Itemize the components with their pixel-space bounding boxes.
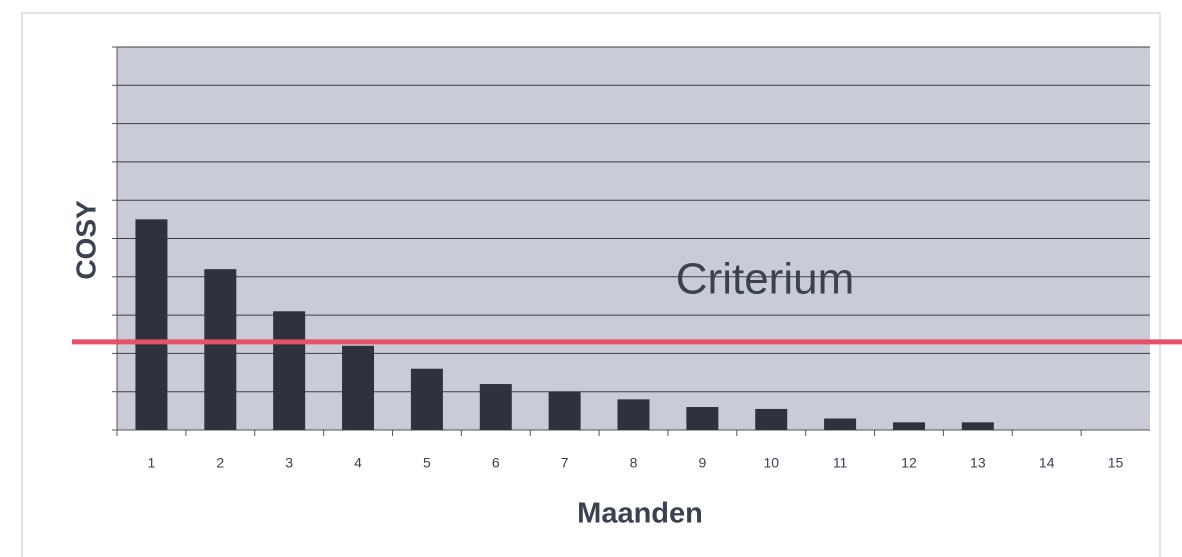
bar bbox=[342, 345, 375, 430]
x-tick-label: 13 bbox=[970, 455, 986, 471]
x-tick-label: 3 bbox=[285, 455, 293, 471]
bar bbox=[755, 408, 788, 430]
bar bbox=[824, 418, 857, 430]
bar bbox=[961, 422, 994, 430]
bar bbox=[135, 219, 168, 430]
x-tick-label: 6 bbox=[492, 455, 500, 471]
x-tick-label: 7 bbox=[561, 455, 569, 471]
x-tick-label: 15 bbox=[1108, 455, 1124, 471]
x-tick-label: 8 bbox=[630, 455, 638, 471]
x-tick-label: 5 bbox=[423, 455, 431, 471]
x-tick-label: 2 bbox=[216, 455, 224, 471]
bar bbox=[686, 407, 719, 430]
x-tick-label: 14 bbox=[1039, 455, 1055, 471]
x-axis-label: Maanden bbox=[577, 498, 703, 530]
x-tick-label: 12 bbox=[901, 455, 917, 471]
x-tick-label: 9 bbox=[698, 455, 706, 471]
bar bbox=[204, 269, 237, 430]
bar bbox=[273, 311, 306, 430]
bar bbox=[548, 391, 581, 430]
bar bbox=[479, 384, 512, 430]
x-tick-label: 10 bbox=[763, 455, 779, 471]
threshold-label: Criterium bbox=[676, 255, 854, 304]
bar bbox=[617, 399, 650, 430]
x-tick-label: 11 bbox=[833, 455, 848, 471]
y-axis-label: COSY bbox=[70, 200, 101, 280]
x-tick-label: 1 bbox=[148, 455, 156, 471]
x-tick-label: 4 bbox=[354, 455, 362, 471]
bar bbox=[892, 422, 925, 430]
bar bbox=[410, 368, 443, 430]
